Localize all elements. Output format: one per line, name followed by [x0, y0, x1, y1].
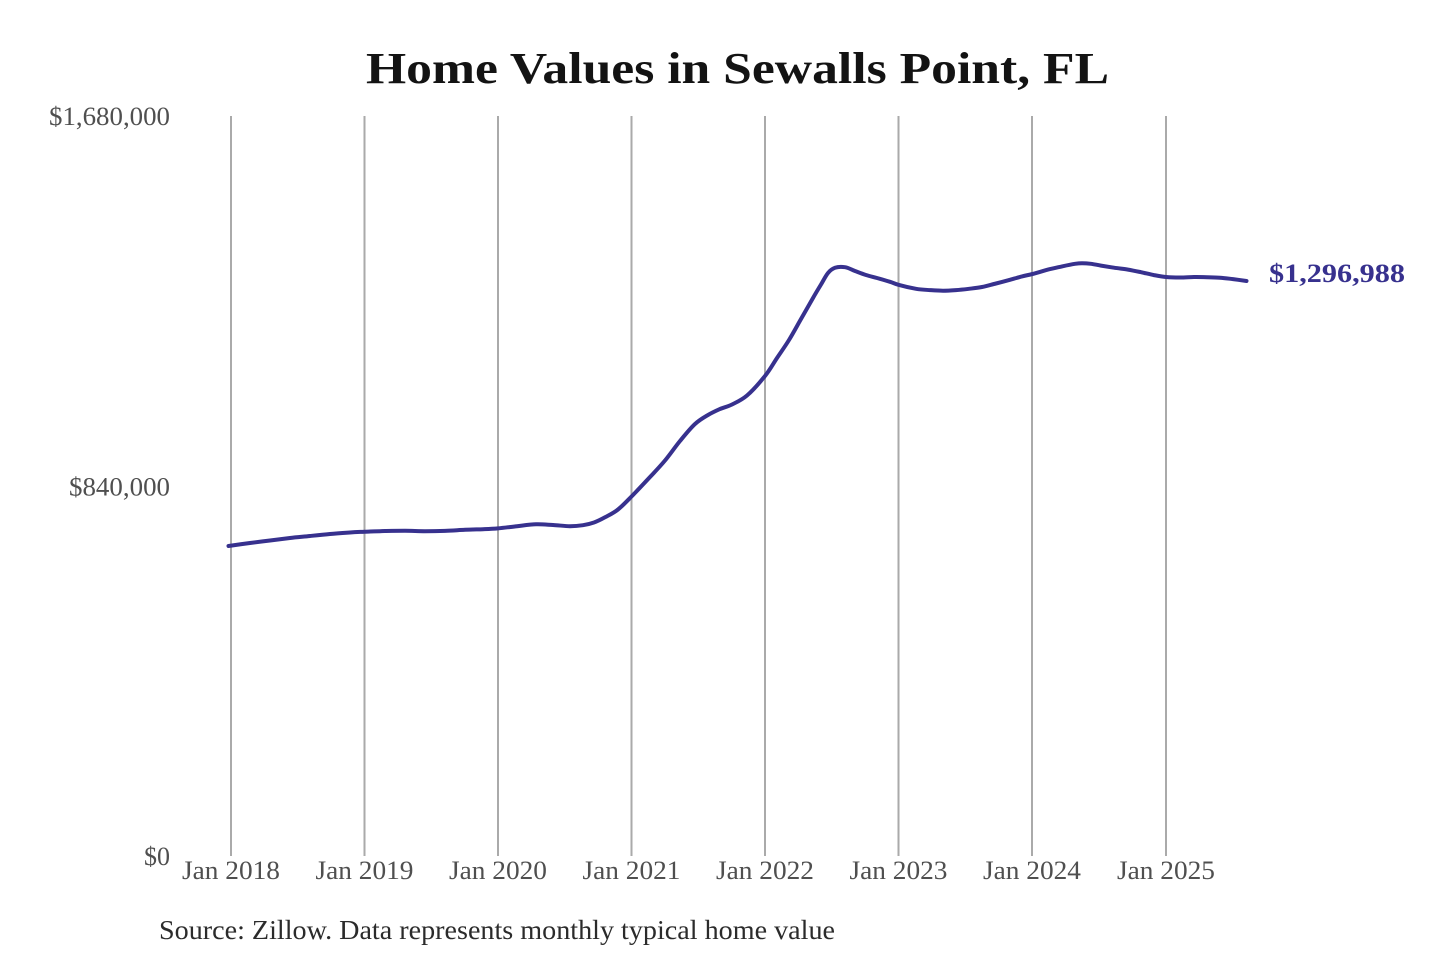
svg-text:Jan 2019: Jan 2019 — [316, 856, 414, 885]
svg-text:Home Values in Sewalls Point,: Home Values in Sewalls Point, FL — [366, 44, 1109, 93]
svg-text:Jan 2023: Jan 2023 — [850, 856, 948, 885]
svg-text:Jan 2024: Jan 2024 — [983, 856, 1081, 885]
svg-text:Jan 2021: Jan 2021 — [583, 856, 681, 885]
svg-text:Jan 2022: Jan 2022 — [716, 856, 814, 885]
svg-text:Jan 2025: Jan 2025 — [1117, 856, 1215, 885]
svg-text:$1,296,988: $1,296,988 — [1269, 259, 1405, 288]
svg-text:$1,680,000: $1,680,000 — [49, 102, 170, 131]
svg-text:Jan 2020: Jan 2020 — [449, 856, 547, 885]
svg-text:$0: $0 — [144, 842, 170, 871]
svg-text:$840,000: $840,000 — [69, 473, 170, 502]
svg-text:Jan 2018: Jan 2018 — [182, 856, 280, 885]
svg-text:Source: Zillow. Data represent: Source: Zillow. Data represents monthly … — [159, 915, 835, 945]
